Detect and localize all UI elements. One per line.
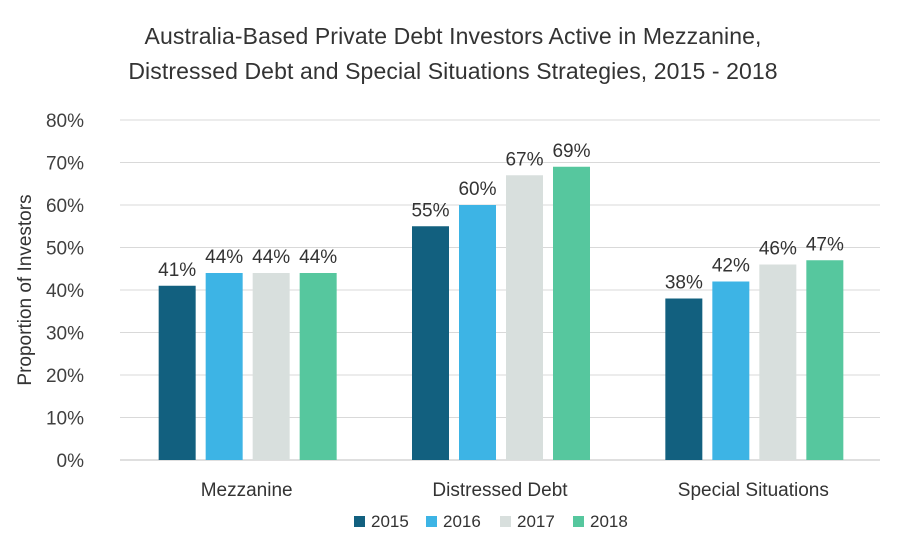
bar-2016 bbox=[205, 273, 243, 460]
y-tick-label: 30% bbox=[46, 324, 84, 345]
y-tick-label: 70% bbox=[46, 154, 84, 175]
y-tick-label: 0% bbox=[57, 451, 85, 472]
legend-swatch-2015 bbox=[354, 516, 365, 527]
legend-label-2018: 2018 bbox=[590, 512, 628, 531]
legend-swatch-2018 bbox=[573, 516, 584, 527]
bar-2017 bbox=[252, 273, 290, 460]
y-tick-label: 20% bbox=[46, 366, 84, 387]
bar-2018 bbox=[806, 260, 844, 460]
data-label: 60% bbox=[458, 179, 496, 200]
bar-2016 bbox=[459, 205, 496, 460]
bar-2017 bbox=[506, 175, 543, 460]
gridlines bbox=[120, 119, 880, 461]
chart-title-line-2: Distressed Debt and Special Situations S… bbox=[128, 58, 778, 84]
bar-2015 bbox=[158, 285, 196, 460]
bars bbox=[158, 166, 844, 460]
data-label: 42% bbox=[712, 256, 750, 277]
bar-2018 bbox=[299, 273, 337, 460]
bar-2018 bbox=[553, 166, 590, 460]
bar-2016 bbox=[712, 281, 750, 460]
chart-title-line-1: Australia-Based Private Debt Investors A… bbox=[144, 23, 762, 49]
legend-label-2017: 2017 bbox=[517, 512, 555, 531]
y-tick-label: 60% bbox=[46, 196, 84, 217]
legend-label-2015: 2015 bbox=[371, 512, 409, 531]
legend-label-2016: 2016 bbox=[443, 512, 481, 531]
bar-2015 bbox=[412, 226, 449, 460]
data-label: 55% bbox=[411, 200, 449, 221]
y-tick-label: 10% bbox=[46, 409, 84, 430]
x-category-label: Mezzanine bbox=[201, 480, 293, 501]
y-axis-ticks: 0% 10% 20% 30% 40% 50% 60% 70% 80% bbox=[46, 111, 84, 472]
bar-2017 bbox=[759, 264, 797, 460]
x-category-label: Special Situations bbox=[678, 480, 829, 501]
data-label: 41% bbox=[158, 260, 196, 281]
data-label: 46% bbox=[759, 239, 797, 260]
y-tick-label: 40% bbox=[46, 281, 84, 302]
data-label: 47% bbox=[806, 234, 844, 255]
y-axis-title: Proportion of Investors bbox=[15, 194, 36, 385]
data-label: 44% bbox=[299, 247, 337, 268]
data-label: 69% bbox=[552, 141, 590, 162]
y-tick-label: 80% bbox=[46, 111, 84, 132]
legend-swatch-2016 bbox=[426, 516, 437, 527]
data-label: 44% bbox=[205, 247, 243, 268]
y-tick-label: 50% bbox=[46, 239, 84, 260]
data-label: 38% bbox=[665, 273, 703, 294]
data-label: 44% bbox=[252, 247, 290, 268]
x-axis-categories: Mezzanine Distressed Debt Special Situatio… bbox=[201, 480, 829, 501]
data-labels: 41% 44% 44% 44% 55% 60% 67% 69% 38% 42% 46% 47% bbox=[158, 141, 844, 294]
legend-swatch-2017 bbox=[500, 516, 511, 527]
data-label: 67% bbox=[505, 149, 543, 170]
bar-2015 bbox=[665, 298, 703, 460]
legend: 2015 2016 2017 2018 bbox=[354, 512, 628, 531]
x-category-label: Distressed Debt bbox=[432, 480, 568, 501]
